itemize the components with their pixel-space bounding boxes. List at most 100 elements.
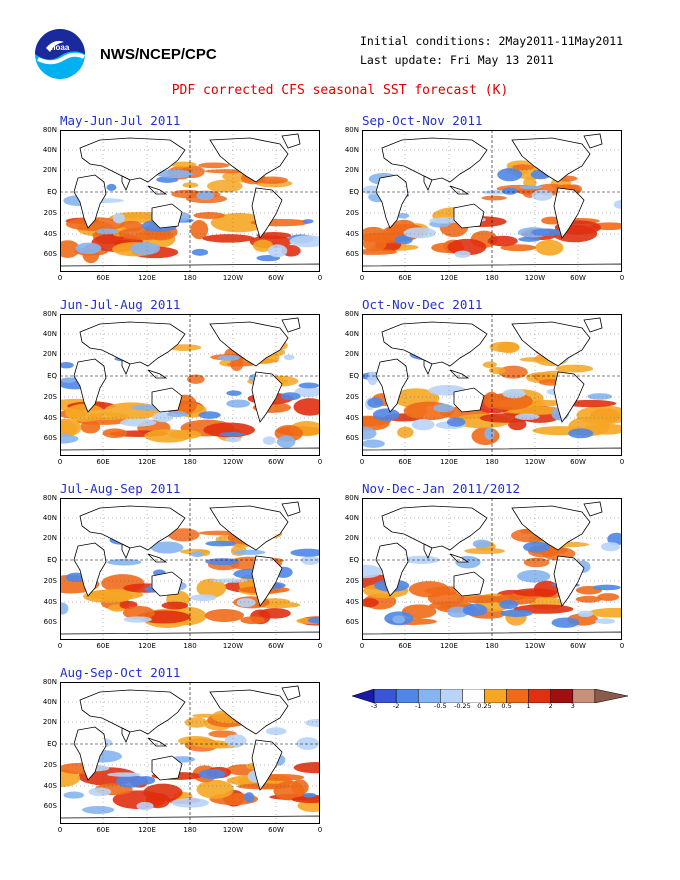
lat-label: 40N — [42, 698, 57, 706]
map-title-7: Aug-Sep-Oct 2011 — [60, 665, 181, 680]
lat-label: 40N — [42, 330, 57, 338]
lat-label: 40N — [42, 514, 57, 522]
lon-label: 0 — [359, 274, 365, 282]
lat-label: EQ — [349, 556, 359, 564]
colorbar-label: 1 — [526, 702, 531, 710]
lat-label: 40S — [43, 782, 57, 790]
map-title-1: May-Jun-Jul 2011 — [60, 113, 181, 128]
lat-label: 40S — [345, 414, 359, 422]
lat-label: EQ — [47, 188, 57, 196]
lon-label: 60E — [398, 274, 412, 282]
colorbar-label: -2 — [392, 702, 400, 710]
lon-label: 0 — [317, 274, 323, 282]
lon-label: 120E — [138, 642, 156, 650]
lat-label: 40N — [42, 146, 57, 154]
lat-label: 20S — [345, 577, 359, 585]
lon-label: 60E — [96, 274, 110, 282]
lat-label: 40S — [43, 414, 57, 422]
lon-label: 120W — [524, 274, 546, 282]
lon-label: 180 — [183, 826, 197, 834]
lon-label: 180 — [183, 642, 197, 650]
map-title-3: Jun-Jul-Aug 2011 — [60, 297, 181, 312]
lon-label: 120E — [138, 274, 156, 282]
lat-label: 60S — [43, 802, 57, 810]
lon-label: 0 — [57, 642, 63, 650]
sst-map-2 — [362, 130, 622, 272]
lon-label: 120E — [138, 458, 156, 466]
sst-map-4 — [362, 314, 622, 456]
lat-label: 40N — [344, 514, 359, 522]
lat-label: 60S — [345, 618, 359, 626]
lon-label: 0 — [317, 826, 323, 834]
lat-label: 80N — [42, 494, 57, 502]
lat-label: 40S — [43, 598, 57, 606]
lat-label: 40S — [345, 230, 359, 238]
sst-map-1 — [60, 130, 320, 272]
lon-label: 0 — [317, 642, 323, 650]
lon-label: 60E — [398, 458, 412, 466]
lon-label: 0 — [57, 826, 63, 834]
lat-label: EQ — [47, 372, 57, 380]
svg-text:noaa: noaa — [51, 43, 70, 52]
lon-label: 60E — [96, 642, 110, 650]
colorbar-label: -0.25 — [453, 702, 471, 710]
lon-label: 180 — [485, 274, 499, 282]
lon-label: 60W — [570, 642, 586, 650]
map-title-6: Nov-Dec-Jan 2011/2012 — [362, 481, 521, 496]
lon-label: 60W — [570, 458, 586, 466]
lon-label: 120W — [524, 458, 546, 466]
initial-conditions: Initial conditions: 2May2011-11May2011 — [360, 34, 624, 48]
lat-label: 20N — [344, 534, 359, 542]
lon-label: 180 — [485, 642, 499, 650]
lon-label: 0 — [619, 274, 625, 282]
lon-label: 60W — [268, 642, 284, 650]
lat-label: 80N — [344, 494, 359, 502]
lat-label: 80N — [42, 678, 57, 686]
lat-label: 80N — [344, 310, 359, 318]
lon-label: 60W — [268, 826, 284, 834]
lon-label: 180 — [183, 458, 197, 466]
lat-label: 20S — [43, 209, 57, 217]
lat-label: 60S — [345, 250, 359, 258]
lon-label: 180 — [183, 274, 197, 282]
lat-label: 20N — [42, 166, 57, 174]
lat-label: 20S — [43, 761, 57, 769]
colorbar-label: -3 — [370, 702, 378, 710]
lon-label: 0 — [57, 458, 63, 466]
sst-map-6 — [362, 498, 622, 640]
lon-label: 120E — [440, 458, 458, 466]
lon-label: 120W — [524, 642, 546, 650]
lon-label: 0 — [359, 642, 365, 650]
lon-label: 60W — [268, 458, 284, 466]
lon-label: 120E — [440, 642, 458, 650]
lon-label: 60E — [96, 458, 110, 466]
lon-label: 0 — [317, 458, 323, 466]
lat-label: 20N — [42, 534, 57, 542]
lat-label: 20S — [43, 577, 57, 585]
lon-label: 0 — [359, 458, 365, 466]
colorbar-label: -0.5 — [433, 702, 447, 710]
map-title-2: Sep-Oct-Nov 2011 — [362, 113, 483, 128]
lat-label: 80N — [42, 310, 57, 318]
lat-label: EQ — [47, 740, 57, 748]
lon-label: 120W — [222, 642, 244, 650]
lon-label: 60E — [96, 826, 110, 834]
lon-label: 120E — [138, 826, 156, 834]
lon-label: 120W — [222, 274, 244, 282]
lat-label: 40S — [345, 598, 359, 606]
colorbar — [351, 688, 629, 704]
colorbar-label: 3 — [570, 702, 575, 710]
lat-label: 20S — [345, 209, 359, 217]
sst-map-3 — [60, 314, 320, 456]
map-title-4: Oct-Nov-Dec 2011 — [362, 297, 483, 312]
lat-label: 40N — [344, 146, 359, 154]
lat-label: EQ — [47, 556, 57, 564]
org-name: NWS/NCEP/CPC — [100, 46, 217, 63]
lat-label: EQ — [349, 188, 359, 196]
colorbar-label: 2 — [548, 702, 553, 710]
lat-label: 20N — [42, 718, 57, 726]
lon-label: 60W — [570, 274, 586, 282]
lon-label: 0 — [57, 274, 63, 282]
lat-label: 20N — [42, 350, 57, 358]
lat-label: 40S — [43, 230, 57, 238]
